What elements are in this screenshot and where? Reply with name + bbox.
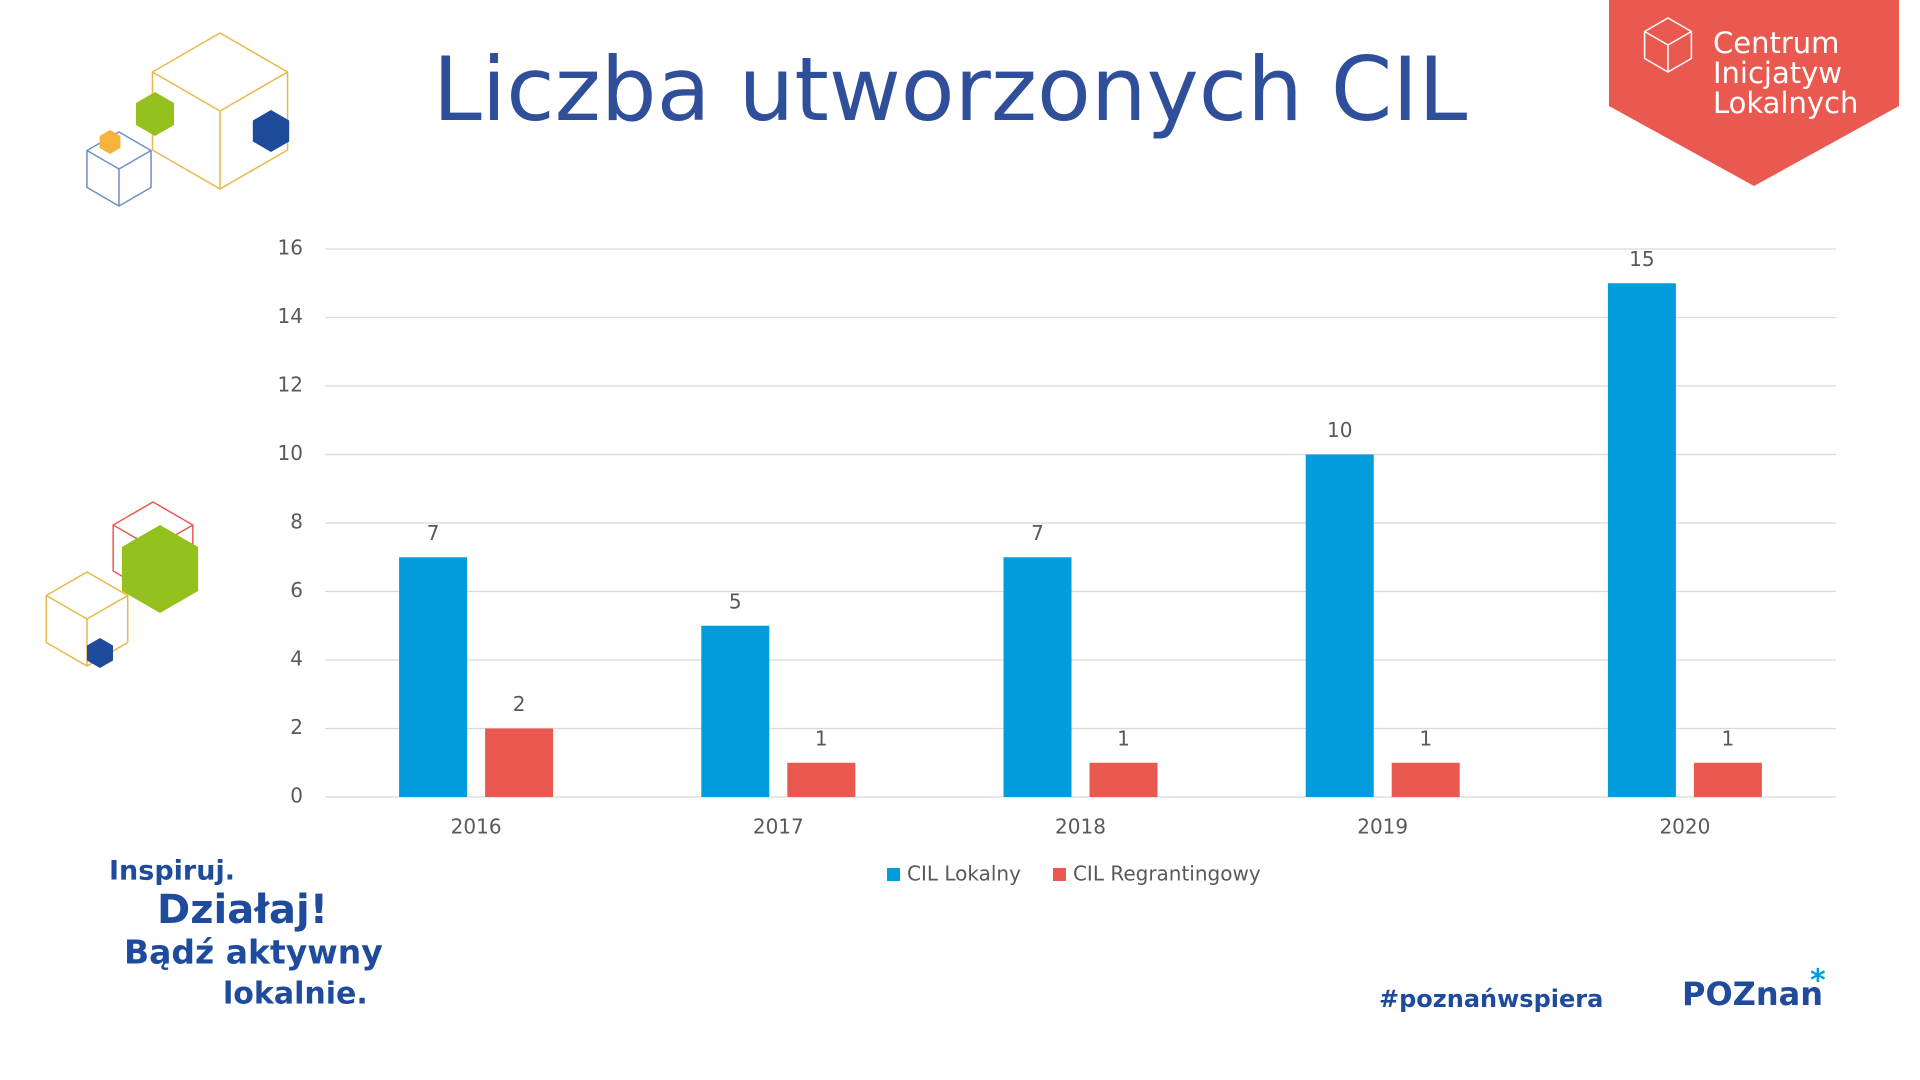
- y-tick-label: 0: [290, 784, 303, 808]
- data-label: 1: [1722, 726, 1735, 750]
- slogan: Inspiruj.: [109, 856, 235, 887]
- legend-label: CIL Lokalny: [907, 862, 1021, 886]
- brand-star: *: [1810, 964, 1826, 999]
- logo-text: Inicjatyw: [1713, 56, 1842, 90]
- legend-swatch: [887, 868, 900, 881]
- x-tick-label: 2017: [753, 815, 804, 839]
- slogan: lokalnie.: [223, 977, 368, 1012]
- decor-edge: [45, 594, 88, 620]
- hashtag: #poznańwspiera: [1379, 985, 1603, 1013]
- data-label: 7: [1031, 521, 1044, 545]
- brand: POZnan: [1682, 975, 1823, 1013]
- y-tick-label: 2: [290, 715, 303, 739]
- decor-edge: [86, 594, 129, 620]
- bar: [485, 728, 554, 797]
- y-tick-label: 8: [290, 510, 303, 534]
- data-label: 10: [1327, 418, 1352, 442]
- decor-edge: [118, 149, 152, 170]
- data-label: 1: [815, 726, 828, 750]
- data-label: 1: [1117, 726, 1130, 750]
- decor-edge: [152, 71, 221, 112]
- bar: [1305, 454, 1374, 797]
- decor-hex: [135, 92, 175, 136]
- decor-edge: [1667, 30, 1692, 46]
- legend-label: CIL Regrantingowy: [1073, 862, 1261, 886]
- decor-edge: [219, 71, 288, 112]
- logo-text: Centrum: [1713, 26, 1839, 60]
- x-tick-label: 2016: [451, 815, 502, 839]
- legend-swatch: [1052, 868, 1066, 881]
- y-tick-label: 16: [278, 236, 303, 260]
- data-label: 15: [1629, 247, 1654, 271]
- data-label: 5: [729, 589, 742, 613]
- decor-hex: [121, 525, 199, 613]
- x-tick-label: 2019: [1357, 815, 1408, 839]
- decor-hex: [99, 130, 121, 154]
- bar: [399, 557, 468, 797]
- data-label: 1: [1419, 726, 1432, 750]
- y-tick-label: 6: [290, 578, 303, 602]
- y-tick-label: 14: [278, 304, 303, 328]
- bar: [1693, 762, 1762, 797]
- y-tick-label: 4: [290, 647, 303, 671]
- y-tick-label: 12: [278, 373, 303, 397]
- bar: [1089, 762, 1158, 797]
- bar: [1003, 557, 1072, 797]
- chart-title: Liczba utworzonych CIL: [433, 38, 1468, 141]
- x-tick-label: 2018: [1055, 815, 1106, 839]
- decor-hex: [252, 110, 290, 152]
- bar: [1607, 283, 1676, 797]
- bar: [701, 625, 770, 797]
- data-label: 7: [427, 521, 440, 545]
- decor-edge: [1644, 30, 1669, 46]
- x-tick-label: 2020: [1659, 815, 1710, 839]
- data-label: 2: [513, 692, 526, 716]
- slogan: Działaj!: [157, 887, 328, 933]
- y-tick-label: 10: [278, 441, 303, 465]
- slogan: Bądź aktywny: [124, 933, 383, 972]
- bar: [787, 762, 856, 797]
- logo-badge: [1609, 0, 1899, 186]
- decor-hex: [87, 638, 113, 668]
- logo-text: Lokalnych: [1713, 86, 1858, 120]
- bar: [1391, 762, 1460, 797]
- decor-edge: [86, 149, 120, 170]
